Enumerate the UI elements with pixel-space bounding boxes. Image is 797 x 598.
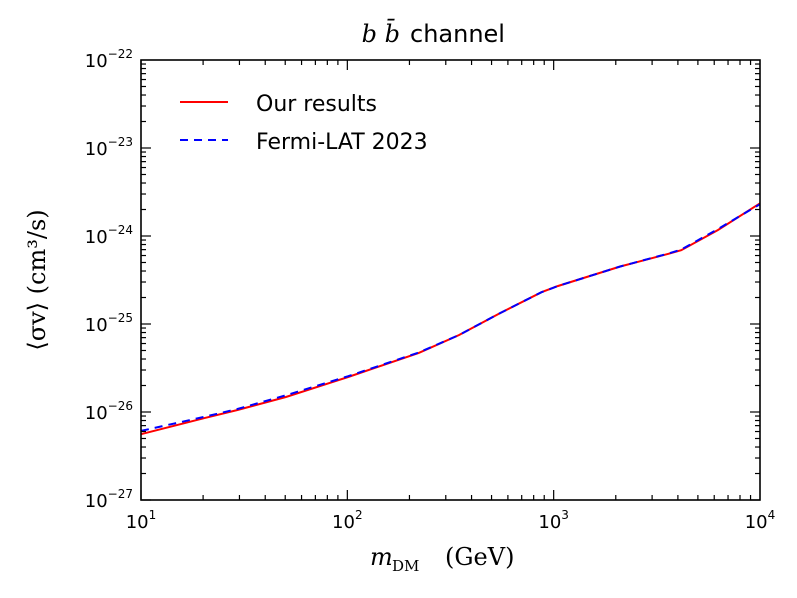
y-tick-label: 10−24 [85,223,133,248]
title-math: b b̄ [362,19,400,48]
legend-label-fermi-lat: Fermi-LAT 2023 [256,130,428,155]
legend-label-our-results: Our results [256,92,377,117]
x-tick-label: 103 [538,508,569,533]
y-tick-label: 10−27 [85,487,133,512]
xlabel-unit: (GeV) [445,543,514,571]
ticks: 101 102 103 104 10−27 10−26 10−25 10−24 10−23 10−… [85,47,776,533]
series-line-1 [140,203,761,432]
legend: Our results Fermi-LAT 2023 [180,92,428,155]
x-tick-label: 102 [332,508,363,533]
y-tick-label: 10−23 [85,135,133,160]
x-tick-label: 104 [745,508,776,533]
axes-frame [140,59,761,501]
xlabel-sub: DM [392,557,419,575]
xlabel-math: m [370,543,393,571]
x-tick-label: 101 [126,508,157,533]
series-line-0 [140,202,761,436]
y-tick-label: 10−22 [85,47,133,72]
plot-area [140,202,761,436]
y-tick-label: 10−25 [85,311,133,336]
y-tick-label: 10−26 [85,399,133,424]
chart-title: b b̄ channel [362,19,505,48]
x-axis-label: m DM (GeV) [370,543,514,575]
y-axis-label: ⟨σv⟩ (cm³/s) [23,209,51,350]
title-text: channel [410,20,505,48]
